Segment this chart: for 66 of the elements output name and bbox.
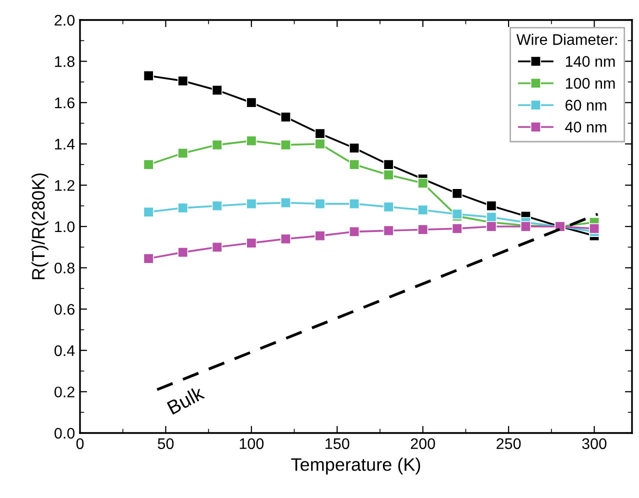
x-tick-label: 250 bbox=[496, 438, 521, 450]
y-tick-label: 1.4 bbox=[55, 138, 75, 150]
point bbox=[212, 84, 222, 96]
legend-label: 100 nm bbox=[566, 78, 615, 89]
x-tick-label: 300 bbox=[582, 438, 606, 450]
point bbox=[178, 148, 188, 158]
y-tick-label: 1.8 bbox=[55, 56, 74, 67]
legend-label: 40 nm bbox=[565, 122, 606, 132]
point bbox=[212, 140, 222, 150]
point bbox=[280, 140, 291, 150]
legend-label: 60 nm bbox=[566, 100, 606, 111]
point bbox=[246, 238, 257, 248]
y-tick-label: 0.4 bbox=[54, 345, 75, 356]
point bbox=[314, 230, 326, 242]
point bbox=[383, 170, 394, 180]
point bbox=[280, 112, 291, 122]
y-tick-label: 1.6 bbox=[55, 97, 74, 108]
point bbox=[246, 97, 257, 108]
x-tick-label: 0 bbox=[76, 438, 84, 450]
point bbox=[486, 200, 497, 212]
point bbox=[143, 206, 154, 218]
point bbox=[383, 159, 394, 170]
point bbox=[314, 128, 326, 139]
x-tick-label: 100 bbox=[240, 438, 264, 450]
point bbox=[178, 202, 188, 214]
point bbox=[383, 225, 394, 236]
point bbox=[314, 138, 326, 150]
point bbox=[246, 136, 257, 146]
x-axis-title: Temperature (K) bbox=[291, 458, 420, 474]
point bbox=[349, 198, 360, 210]
point bbox=[349, 226, 360, 237]
y-tick-label: 0.8 bbox=[54, 262, 74, 274]
y-tick-label: 1.0 bbox=[55, 221, 75, 232]
y-tick-label: 2.0 bbox=[54, 14, 75, 26]
legend-title: Wire Diameter: bbox=[516, 34, 617, 45]
y-axis-title: R(T)/R(280K) bbox=[32, 173, 48, 280]
point bbox=[383, 202, 394, 212]
y-tick-label: 0.0 bbox=[54, 428, 75, 439]
point bbox=[143, 70, 154, 82]
annotation: Bulk bbox=[166, 385, 206, 415]
point bbox=[178, 247, 188, 258]
point bbox=[349, 142, 360, 154]
point bbox=[143, 253, 154, 264]
y-tick-label: 0.6 bbox=[54, 304, 74, 315]
legend-label: 140 nm bbox=[566, 56, 615, 67]
x-tick-label: 200 bbox=[410, 438, 436, 450]
point bbox=[418, 204, 428, 216]
point bbox=[178, 76, 188, 86]
point bbox=[418, 224, 428, 235]
point bbox=[280, 197, 291, 208]
x-tick-label: 50 bbox=[158, 438, 174, 450]
point bbox=[212, 242, 222, 252]
point bbox=[143, 159, 154, 170]
point bbox=[589, 223, 600, 234]
point bbox=[246, 198, 257, 210]
y-tick-label: 1.2 bbox=[55, 180, 74, 191]
point bbox=[349, 159, 360, 170]
point bbox=[452, 223, 462, 234]
point bbox=[486, 221, 497, 232]
point bbox=[418, 178, 428, 188]
point bbox=[212, 200, 222, 212]
point bbox=[280, 234, 291, 244]
point bbox=[452, 188, 462, 199]
x-tick-label: 150 bbox=[326, 438, 350, 450]
y-tick-label: 0.2 bbox=[54, 386, 74, 398]
point bbox=[314, 198, 326, 210]
